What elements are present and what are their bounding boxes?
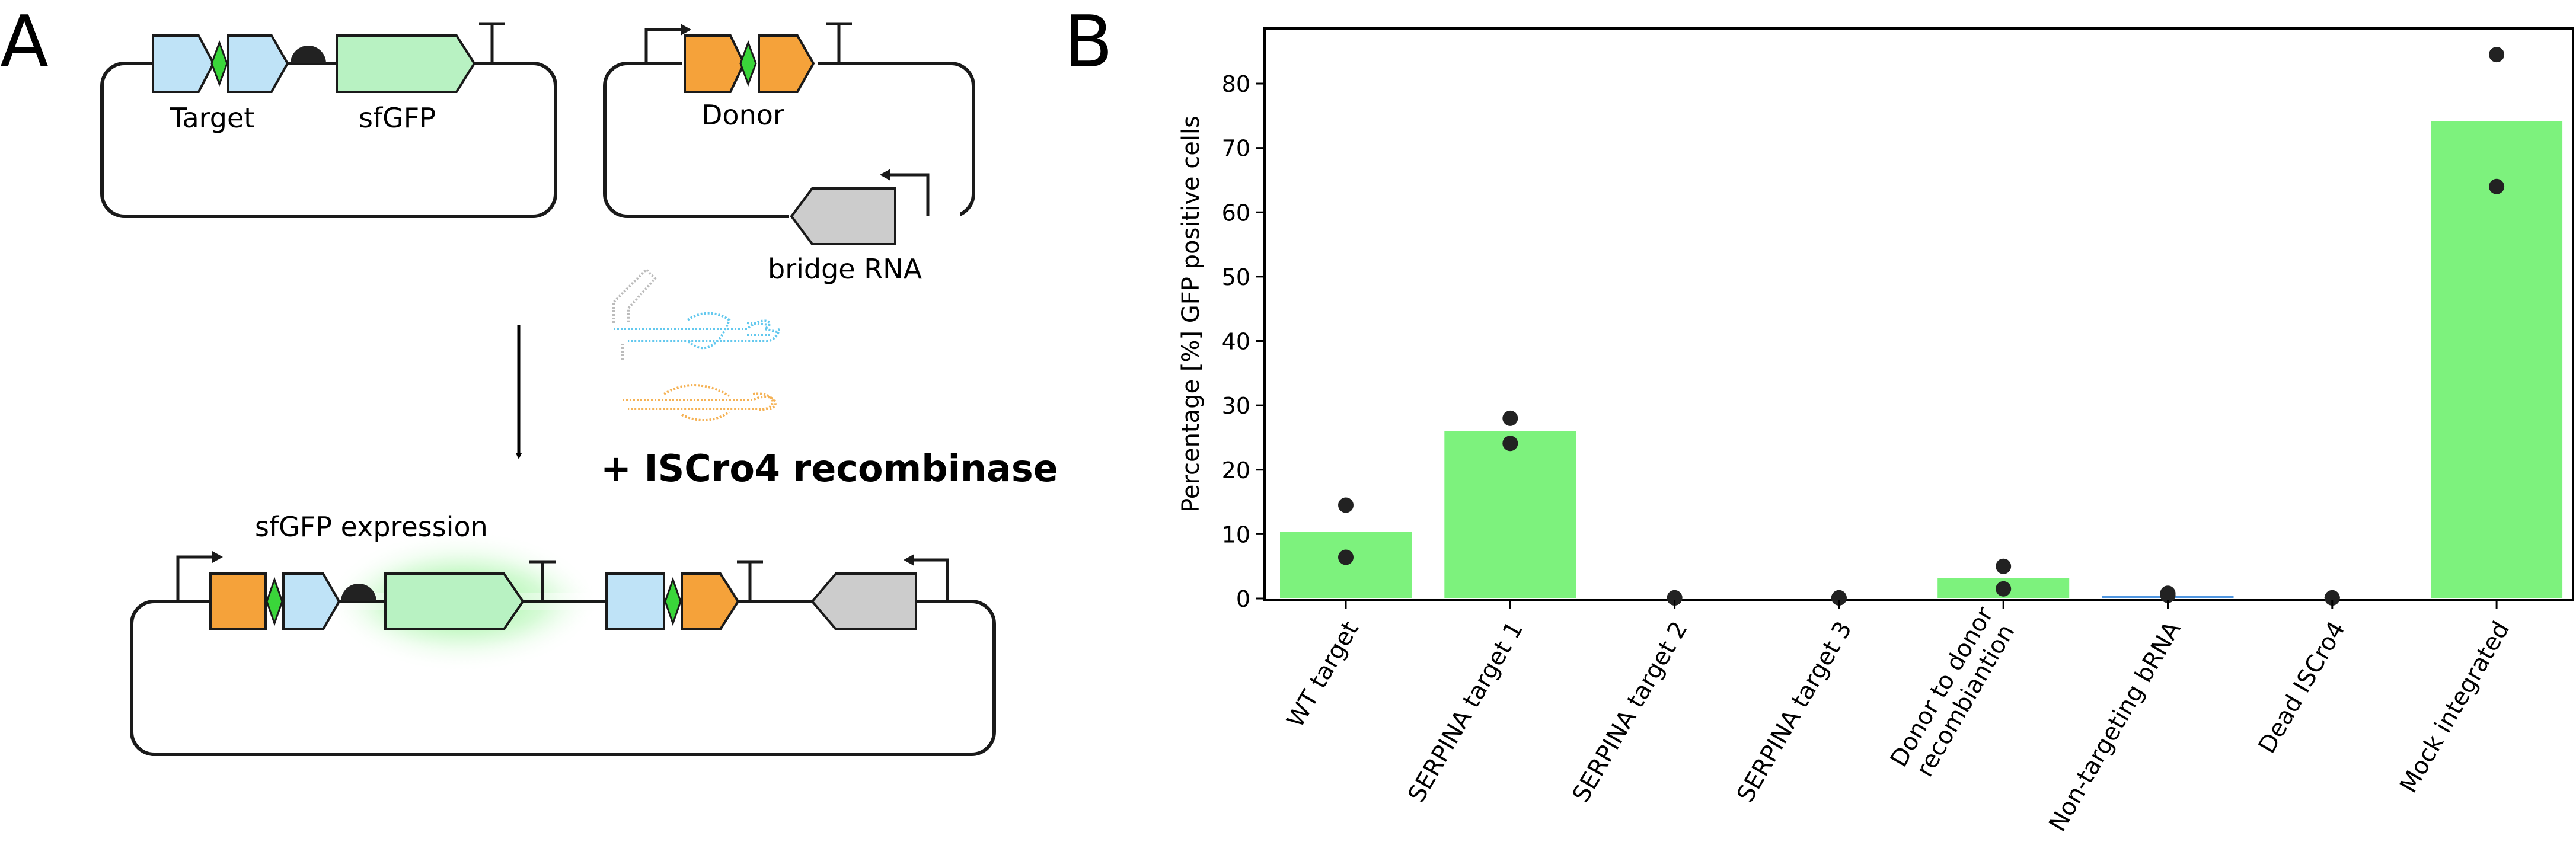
target-half-right [227, 34, 289, 93]
y-axis-label: Percentage [%] GFP positive cells [1177, 116, 1205, 513]
y-tick-label: 40 [1222, 329, 1250, 355]
target-half-left [605, 572, 665, 630]
panel-b: B 0 10 20 30 40 50 60 70 80 WT target SERPINA tar… [1064, 1, 2574, 836]
donor-half-left [209, 572, 267, 630]
replicate-point [1502, 436, 1518, 452]
replicate-point [1996, 558, 2012, 574]
donor-half-left [684, 34, 746, 93]
promoter-arrow-icon [889, 173, 930, 216]
product-plasmid: sfGFP expression [130, 511, 996, 756]
core-diamond-product [266, 577, 283, 626]
replicate-point [2489, 178, 2505, 194]
bar [1280, 532, 1412, 598]
donor-plasmid: Donor bridge RNA [603, 22, 975, 285]
panel-a-letter: A [0, 1, 49, 84]
bar [2431, 121, 2563, 598]
chart: 0 10 20 30 40 50 60 70 80 WT target SERPINA targe… [1177, 27, 2574, 836]
y-tick-label: 50 [1222, 264, 1250, 290]
replicate-point [1502, 410, 1518, 426]
promoter-arrow-icon [644, 28, 682, 63]
replicate-point [2324, 590, 2340, 606]
plot-frame [1263, 27, 2574, 601]
bar [1444, 431, 1576, 598]
panel-b-letter: B [1064, 1, 1113, 84]
y-tick-label: 30 [1222, 393, 1250, 419]
donor-half-right [758, 34, 815, 93]
x-tick-label: SERPINA target 1 [1403, 617, 1528, 807]
bridge-rna-gene [810, 572, 917, 630]
y-tick-label: 80 [1222, 71, 1250, 97]
y-tick-label: 70 [1222, 136, 1250, 162]
x-tick-label: SERPINA target 3 [1732, 617, 1857, 807]
core-diamond-product [664, 577, 682, 626]
replicate-point [1338, 497, 1354, 513]
donor-label: Donor [701, 99, 784, 131]
replicate-points [1338, 47, 2505, 606]
x-tick-label: Dead ISCro4 [2253, 617, 2351, 758]
y-tick-label: 60 [1222, 200, 1250, 226]
y-axis: 0 10 20 30 40 50 60 70 80 [1222, 71, 1265, 612]
recombinase-label: + ISCro4 recombinase [601, 447, 1058, 490]
sfgfp-gene [336, 34, 476, 93]
donor-half-right [681, 572, 740, 630]
x-tick-label-line: WT target [1282, 617, 1364, 732]
y-tick-label: 10 [1222, 521, 1250, 548]
y-tick-label: 20 [1222, 457, 1250, 484]
x-tick-label: SERPINA target 2 [1568, 617, 1693, 807]
sfgfp-label: sfGFP [359, 102, 436, 134]
x-tick-label-line: SERPINA target 2 [1568, 617, 1693, 807]
target-half-right [282, 572, 341, 630]
target-label: Target [170, 102, 254, 134]
terminator-icon [479, 22, 505, 63]
sfgfp-gene [384, 572, 525, 630]
terminator-icon [529, 560, 556, 601]
sfgfp-expression-label: sfGFP expression [255, 511, 488, 543]
x-tick-label: WT target [1282, 617, 1364, 732]
bridge-rna-label: bridge RNA [768, 253, 922, 285]
x-axis: WT target SERPINA target 1 SERPINA target … [1282, 600, 2515, 836]
replicate-point [1667, 590, 1683, 606]
x-tick-label-line: Non-targeting bRNA [2044, 616, 2186, 836]
terminator-icon [826, 22, 852, 63]
replicate-point [1338, 549, 1354, 565]
core-diamond-target [210, 40, 228, 87]
bars [1280, 121, 2563, 598]
replicate-point [1831, 590, 1847, 606]
x-tick-label-line: SERPINA target 1 [1403, 617, 1528, 807]
replicate-point [1996, 581, 2012, 597]
rbs-icon [291, 46, 326, 63]
core-diamond-donor [739, 40, 757, 87]
x-tick-label-line: Dead ISCro4 [2253, 617, 2351, 758]
replicate-point [2489, 47, 2505, 63]
x-tick-label: Non-targeting bRNA [2044, 616, 2186, 836]
x-tick-label-line: Mock integrated [2395, 617, 2515, 798]
replicate-point [2160, 587, 2176, 603]
bridge-rna-structure-icon [612, 268, 780, 422]
promoter-arrow-icon [913, 558, 949, 601]
panel-a: A Target sfGFP Donor [0, 1, 1058, 756]
promoter-arrow-icon [176, 555, 213, 601]
terminator-icon [737, 560, 763, 601]
x-tick-label-line: SERPINA target 3 [1732, 617, 1857, 807]
x-tick-label: Mock integrated [2395, 617, 2515, 798]
y-tick-label: 0 [1236, 586, 1250, 612]
bridge-rna-gene [790, 187, 896, 245]
target-half-left [152, 34, 215, 93]
rbs-icon [341, 584, 376, 601]
target-plasmid: Target sfGFP [100, 22, 557, 218]
